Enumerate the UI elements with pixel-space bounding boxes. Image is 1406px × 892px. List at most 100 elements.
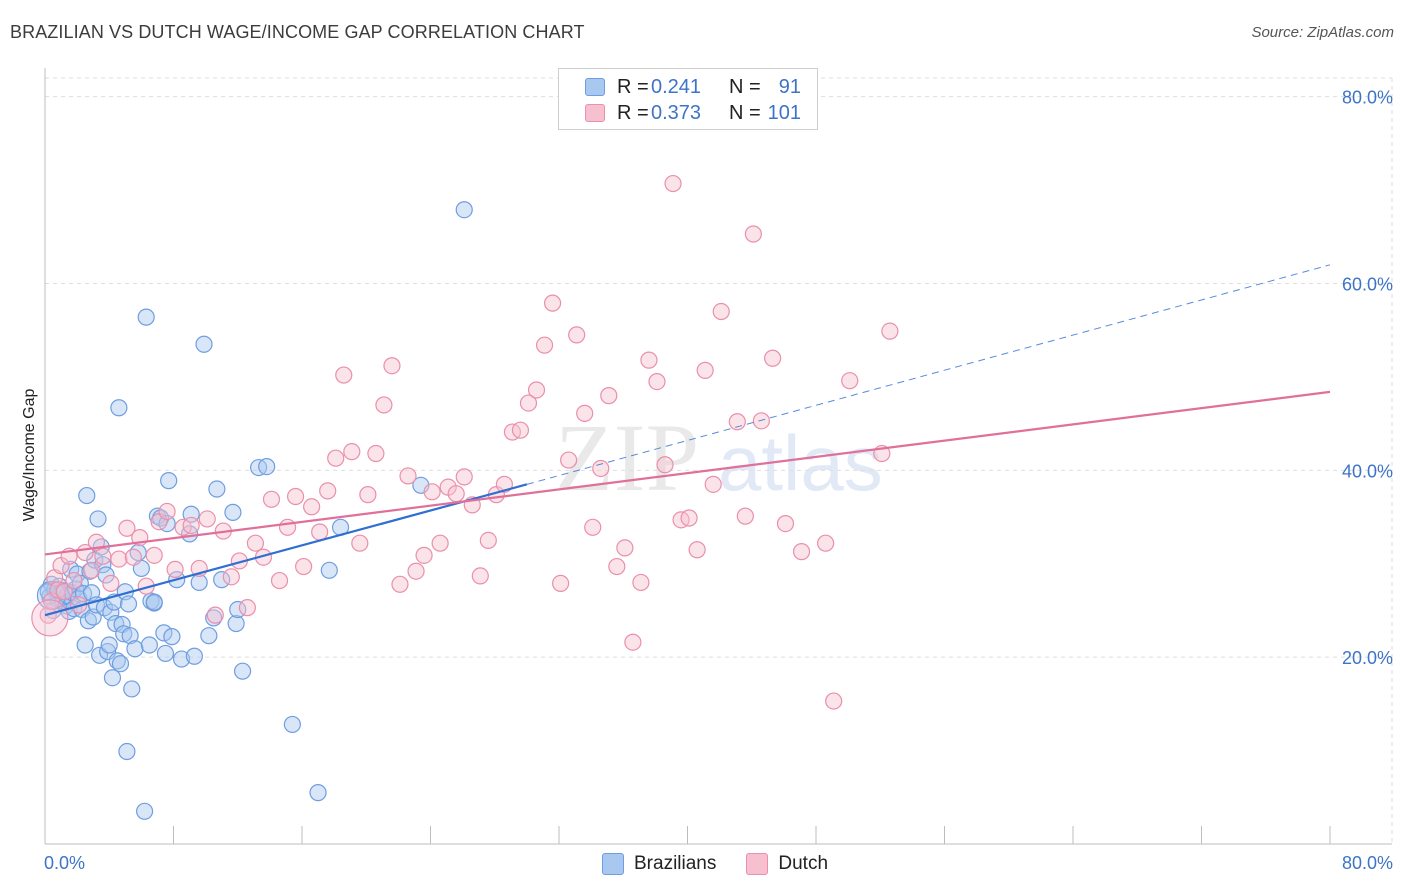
series-brazilians xyxy=(36,201,473,820)
data-point xyxy=(764,349,782,367)
source-credit: Source: ZipAtlas.com xyxy=(1251,24,1394,41)
data-point xyxy=(744,225,762,243)
stats-legend: R = 0.241 N = 91 R = 0.373 N = 101 xyxy=(558,68,818,130)
data-point xyxy=(327,449,345,467)
data-point xyxy=(359,486,377,504)
data-point xyxy=(383,357,401,375)
data-point xyxy=(278,518,297,536)
tick-labels: 20.0% 40.0% 60.0% 80.0% 0.0% 80.0% xyxy=(44,88,1393,873)
data-point xyxy=(89,510,107,528)
data-point xyxy=(182,516,200,535)
data-point xyxy=(100,636,118,654)
data-point xyxy=(600,387,618,405)
data-point xyxy=(78,486,96,505)
data-point xyxy=(205,609,223,627)
data-point xyxy=(568,326,586,344)
data-point xyxy=(543,294,562,312)
data-point xyxy=(118,742,136,761)
data-point xyxy=(841,372,859,390)
data-point xyxy=(103,669,122,687)
data-point xyxy=(166,560,184,578)
data-point xyxy=(185,647,203,665)
data-point xyxy=(519,394,538,412)
data-point xyxy=(584,518,602,536)
data-point xyxy=(160,472,178,490)
data-point xyxy=(222,568,240,586)
watermark-atlas: atlas xyxy=(718,419,883,507)
legend-n-value: 91 xyxy=(778,75,801,98)
data-point xyxy=(696,361,714,379)
data-point xyxy=(262,490,281,508)
data-point xyxy=(471,567,489,585)
data-point xyxy=(246,534,265,552)
data-point xyxy=(145,593,163,611)
data-point xyxy=(118,519,136,537)
data-point xyxy=(31,599,69,637)
data-point xyxy=(227,614,245,633)
data-point xyxy=(648,372,666,391)
data-point xyxy=(303,498,321,516)
data-point xyxy=(608,557,626,576)
legend-r-value: 0.373 xyxy=(651,101,702,124)
data-point xyxy=(172,650,191,668)
data-point xyxy=(258,458,276,476)
y-tick-label: 80.0% xyxy=(1342,88,1393,108)
data-point xyxy=(206,606,224,624)
data-point xyxy=(817,534,835,552)
data-point xyxy=(55,583,73,601)
data-point xyxy=(881,322,899,340)
data-point xyxy=(455,468,473,486)
data-point xyxy=(552,574,570,592)
data-point xyxy=(664,174,682,193)
data-point xyxy=(135,802,154,820)
data-point xyxy=(200,627,218,645)
legend-row-dutch: R = 0.373 N = 101 xyxy=(585,101,801,125)
data-point xyxy=(415,546,433,564)
data-point xyxy=(208,480,226,498)
data-point xyxy=(76,636,94,654)
legend-label: Brazilians xyxy=(634,853,717,874)
axes xyxy=(44,68,1392,845)
y-tick-label: 40.0% xyxy=(1342,461,1393,481)
data-point xyxy=(343,443,361,461)
data-point xyxy=(126,640,144,658)
data-point xyxy=(455,201,473,219)
trend-lines xyxy=(44,264,1331,617)
legend-item-dutch[interactable]: Dutch xyxy=(746,853,828,875)
legend-swatch-pink xyxy=(585,104,605,122)
data-point xyxy=(309,784,327,802)
data-point xyxy=(351,534,369,552)
data-point xyxy=(752,412,770,430)
legend-item-brazilians[interactable]: Brazilians xyxy=(602,853,716,875)
legend-row-brazilians: R = 0.241 N = 91 xyxy=(585,75,801,99)
data-point xyxy=(195,335,213,353)
y-tick-label: 20.0% xyxy=(1342,648,1393,668)
data-point xyxy=(108,652,126,670)
data-point xyxy=(102,574,120,592)
data-point xyxy=(283,715,301,734)
legend-swatch-blue xyxy=(585,78,605,96)
data-point xyxy=(335,366,353,384)
data-point xyxy=(121,627,139,645)
y-axis-label: Wage/Income Gap xyxy=(21,389,38,522)
data-point xyxy=(224,503,242,521)
data-point xyxy=(190,573,208,592)
data-point xyxy=(163,628,181,646)
data-point xyxy=(736,507,754,525)
legend-n-label: N = xyxy=(729,101,761,124)
data-point xyxy=(311,523,329,541)
data-point xyxy=(825,692,843,710)
data-point xyxy=(123,680,141,698)
data-point xyxy=(640,351,658,369)
legend-n-value: 101 xyxy=(767,101,801,124)
data-point xyxy=(213,571,231,589)
data-point xyxy=(82,561,101,579)
watermark: ZIP atlas xyxy=(555,404,883,511)
legend-r-label: R = xyxy=(617,75,649,98)
trend-line-brazilians-extended xyxy=(526,264,1331,485)
legend-swatch-blue xyxy=(602,853,624,875)
legend-r-label: R = xyxy=(617,101,649,124)
data-point xyxy=(49,581,67,599)
data-point xyxy=(656,456,674,474)
